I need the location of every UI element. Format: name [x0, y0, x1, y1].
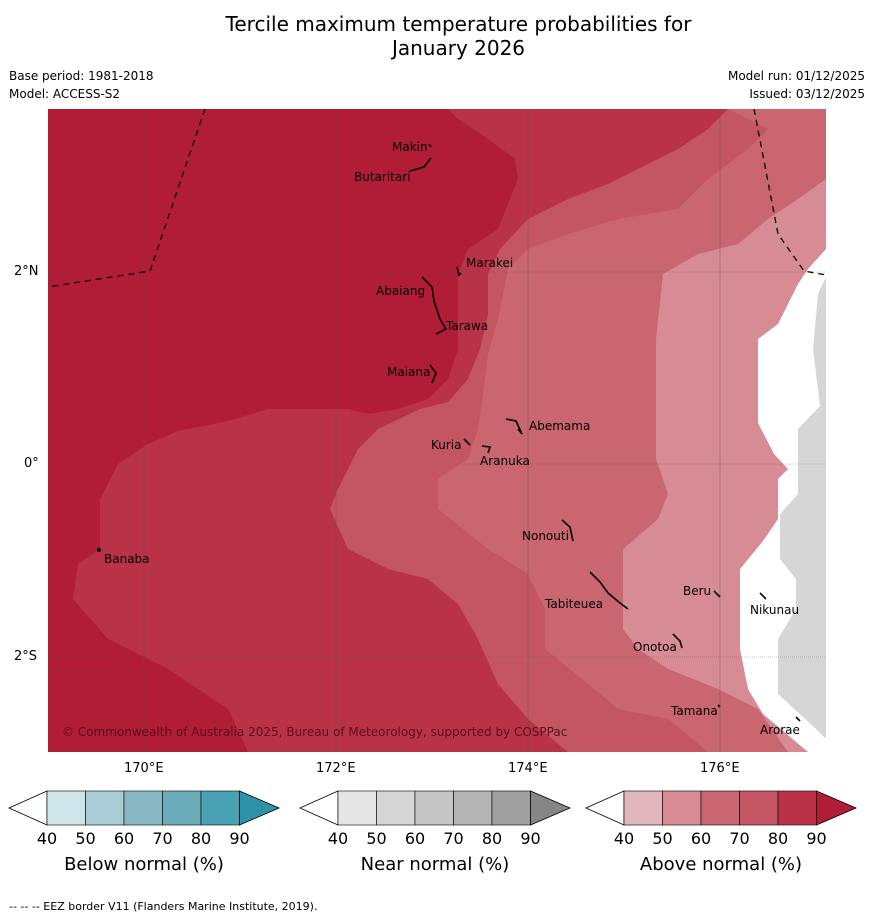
place-arorae: Arorae	[760, 723, 800, 737]
issued-date: Issued: 03/12/2025	[749, 87, 865, 101]
colorbar-tick: 80	[190, 829, 212, 848]
lat-label-2s: 2°S	[14, 649, 38, 664]
place-abaiang: Abaiang	[376, 284, 425, 298]
model-name: Model: ACCESS-S2	[9, 87, 121, 101]
colorbar-segment	[376, 790, 416, 826]
colorbar-extend-low	[299, 790, 339, 826]
graticule	[48, 109, 826, 752]
place-banaba: Banaba	[104, 552, 150, 566]
probability-map: Makin Butaritari Marakei Abaiang Tarawa …	[48, 109, 826, 752]
colorbar-tick: 70	[152, 829, 173, 848]
colorbar-segment	[46, 790, 86, 826]
colorbar-label-near: Near normal (%)	[360, 854, 510, 875]
place-tamana: Tamana	[670, 704, 718, 718]
colorbar-segment	[453, 790, 493, 826]
colorbar-tick: 90	[806, 829, 827, 848]
colorbar-segment	[662, 790, 702, 826]
colorbar-tick: 50	[75, 829, 96, 848]
place-butaritari: Butaritari	[354, 170, 411, 184]
place-kuria: Kuria	[431, 438, 462, 452]
colorbar-extend-high	[239, 790, 280, 826]
colorbar-tick: 40	[36, 829, 58, 848]
colorbar-near-normal	[299, 790, 571, 826]
colorbar-tick: 70	[443, 829, 464, 848]
model-run: Model run: 01/12/2025	[727, 69, 865, 83]
lon-label-176: 176°E	[700, 761, 740, 776]
place-abemama: Abemama	[529, 419, 590, 433]
colorbar-tick: 90	[520, 829, 541, 848]
colorbar-segment	[700, 790, 740, 826]
colorbar-above-normal	[585, 790, 857, 826]
place-maiana: Maiana	[387, 365, 430, 379]
colorbar-segment	[162, 790, 202, 826]
colorbar-tick: 80	[767, 829, 789, 848]
colorbar-segment	[739, 790, 779, 826]
colorbar-below-normal	[8, 790, 280, 826]
colorbar-label-above: Above normal (%)	[639, 854, 803, 875]
lon-label-172: 172°E	[316, 761, 356, 776]
colorbar-extend-low	[585, 790, 625, 826]
colorbar-extend-high	[530, 790, 571, 826]
colorbar-tick: 40	[327, 829, 349, 848]
colorbar-tick: 60	[404, 829, 426, 848]
colorbar-segment	[491, 790, 531, 826]
colorbar-segment	[414, 790, 454, 826]
colorbar-tick: 40	[613, 829, 635, 848]
place-marakei: Marakei	[466, 256, 513, 270]
lat-label-0: 0°	[24, 456, 39, 471]
lon-label-174: 174°E	[508, 761, 548, 776]
lon-label-170: 170°E	[124, 761, 164, 776]
islands	[96, 143, 801, 722]
title-line-2: January 2026	[391, 36, 526, 60]
colorbar-tick: 70	[729, 829, 750, 848]
near-normal-area	[778, 277, 826, 739]
colorbar-segment	[85, 790, 125, 826]
lat-label-2n: 2°N	[14, 264, 39, 279]
colorbar-segment	[337, 790, 377, 826]
colorbar-segment	[200, 790, 240, 826]
place-aranuka: Aranuka	[480, 454, 530, 468]
colorbar-tick: 50	[652, 829, 673, 848]
colorbar-segment	[123, 790, 163, 826]
place-onotoa: Onotoa	[633, 640, 677, 654]
colorbar-extend-low	[8, 790, 48, 826]
eez-footnote: -- -- -- EEZ border V11 (Flanders Marine…	[9, 900, 318, 913]
place-nikunau: Nikunau	[750, 603, 799, 617]
colorbar-tick: 50	[366, 829, 387, 848]
place-tarawa: Tarawa	[445, 319, 488, 333]
colorbar-tick: 60	[113, 829, 135, 848]
map-title: Tercile maximum temperature probabilitie…	[0, 12, 873, 60]
place-beru: Beru	[683, 584, 711, 598]
base-period: Base period: 1981-2018	[9, 69, 154, 83]
colorbar-tick: 60	[690, 829, 712, 848]
colorbar-tick: 80	[481, 829, 503, 848]
colorbar-extend-high	[816, 790, 857, 826]
place-nonouti: Nonouti	[522, 529, 569, 543]
colorbar-segment	[777, 790, 817, 826]
title-line-1: Tercile maximum temperature probabilitie…	[225, 12, 692, 36]
eez-border	[48, 109, 826, 288]
colorbar-segment	[623, 790, 663, 826]
colorbar-tick: 90	[229, 829, 250, 848]
copyright-note: © Commonwealth of Australia 2025, Bureau…	[62, 725, 567, 739]
place-makin: Makin	[392, 140, 428, 154]
colorbar-label-below: Below normal (%)	[64, 854, 224, 875]
place-tabiteuea: Tabiteuea	[544, 597, 603, 611]
